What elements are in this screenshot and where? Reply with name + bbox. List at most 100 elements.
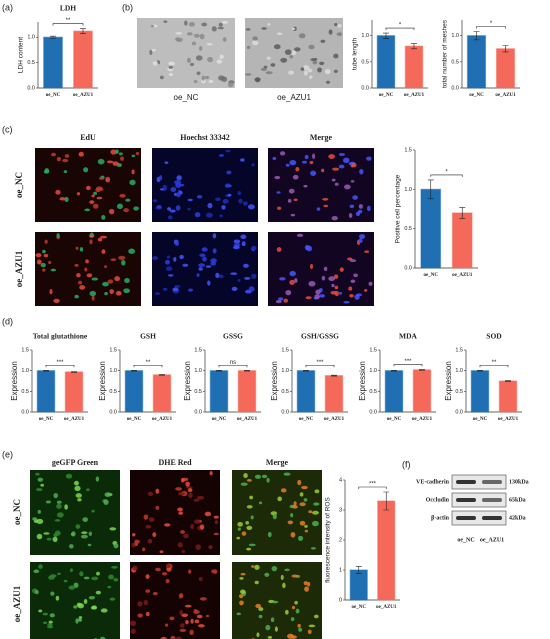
cell — [291, 605, 296, 610]
cell — [56, 512, 64, 518]
cell — [215, 272, 220, 279]
cell — [201, 22, 208, 27]
cell — [193, 33, 200, 38]
cell — [134, 542, 139, 547]
cell — [199, 253, 206, 257]
cell — [88, 595, 96, 600]
cell — [83, 576, 90, 580]
cell — [197, 495, 205, 500]
cell — [178, 593, 184, 599]
bar — [377, 500, 396, 601]
cell — [261, 474, 268, 479]
significance: * — [445, 169, 448, 175]
blot-band — [456, 480, 476, 484]
cell — [305, 296, 312, 300]
cell — [79, 571, 84, 577]
error-bar — [244, 369, 250, 372]
cell — [181, 550, 186, 553]
cell — [119, 193, 126, 198]
cell — [352, 195, 358, 200]
cell — [239, 600, 244, 606]
column-header: DHE Red — [158, 458, 192, 467]
cell — [187, 198, 193, 202]
cell — [237, 278, 241, 282]
cell — [321, 275, 326, 281]
cell — [69, 568, 73, 573]
blot-band — [456, 498, 476, 502]
cell — [89, 239, 93, 245]
cell — [240, 572, 246, 576]
cell — [303, 581, 308, 586]
cell — [258, 501, 263, 505]
cell — [101, 249, 106, 254]
cell — [174, 241, 180, 246]
cell — [193, 609, 198, 612]
cell — [254, 564, 260, 570]
cell — [54, 530, 61, 536]
cell — [246, 45, 251, 50]
cell — [293, 501, 297, 507]
cell — [34, 589, 39, 595]
cell — [37, 509, 41, 514]
cell — [299, 520, 306, 526]
cell — [75, 524, 81, 529]
cell — [50, 591, 55, 596]
micrograph — [130, 470, 220, 555]
cell — [255, 77, 261, 83]
cell — [158, 175, 163, 181]
cell — [194, 519, 201, 524]
cell — [248, 543, 256, 547]
y-tick-label: 1.0 — [369, 368, 377, 374]
cell — [166, 255, 170, 259]
x-tick-label: oe_AZU1 — [237, 417, 258, 422]
cell — [248, 286, 255, 292]
cell — [252, 40, 259, 46]
bar — [376, 35, 396, 89]
cell — [219, 214, 223, 218]
cell — [152, 61, 158, 66]
cell — [282, 582, 286, 589]
significance: ** — [492, 360, 497, 366]
cell — [287, 198, 292, 203]
cell — [180, 530, 185, 534]
error-bar — [473, 31, 480, 41]
y-tick-label: 0.0 — [21, 409, 29, 415]
cell — [204, 511, 212, 517]
y-axis-label: Expression — [10, 361, 19, 401]
cell — [165, 564, 171, 569]
y-tick-label: 0.5 — [194, 389, 202, 395]
bar — [237, 370, 257, 413]
blot-band — [456, 516, 476, 520]
cell — [71, 531, 76, 537]
cell — [93, 203, 99, 209]
cell — [48, 620, 53, 624]
cell — [290, 513, 294, 518]
cell — [49, 288, 53, 295]
cell — [143, 514, 149, 520]
cell — [303, 498, 308, 502]
cell — [246, 547, 252, 551]
cell — [190, 524, 194, 530]
cell — [156, 204, 162, 209]
bar — [466, 35, 487, 89]
significance-bracket — [430, 174, 463, 177]
cell — [312, 60, 318, 65]
cell — [359, 168, 364, 175]
cell — [110, 258, 117, 262]
y-tick-label: 2 — [339, 537, 342, 543]
significance-bracket — [218, 364, 248, 368]
cell — [123, 208, 130, 213]
cell — [294, 278, 298, 283]
y-axis-label: total number of meshes — [442, 19, 449, 88]
cell — [307, 68, 313, 73]
cell — [302, 160, 307, 164]
cell — [137, 613, 143, 618]
cell — [180, 623, 185, 628]
cell — [56, 503, 62, 509]
cell — [319, 61, 325, 66]
cell — [359, 234, 366, 239]
cell — [323, 266, 328, 272]
bar — [36, 370, 56, 413]
cell — [289, 55, 294, 59]
x-tick-label: oe_NC — [46, 93, 61, 98]
